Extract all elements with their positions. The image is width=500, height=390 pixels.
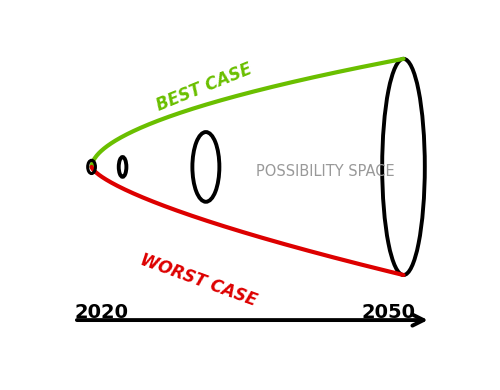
Text: BEST CASE: BEST CASE: [154, 60, 254, 114]
Text: 2020: 2020: [74, 303, 128, 322]
Text: 2050: 2050: [361, 303, 415, 322]
Text: POSSIBILITY SPACE: POSSIBILITY SPACE: [256, 164, 395, 179]
Text: WORST CASE: WORST CASE: [138, 251, 260, 310]
